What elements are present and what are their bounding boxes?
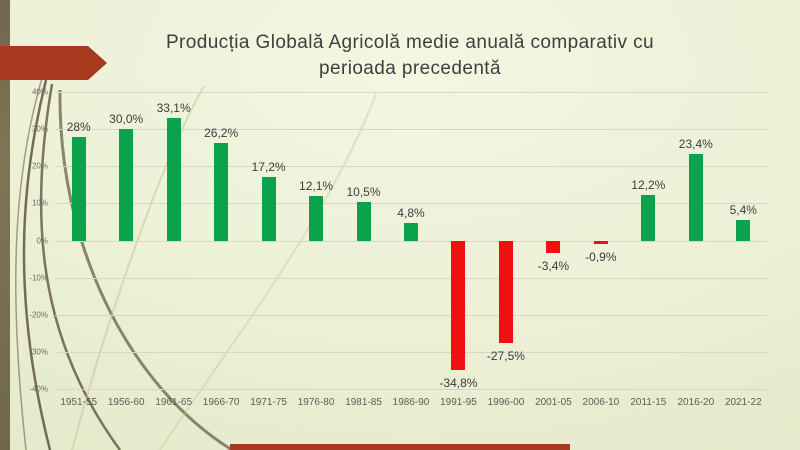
y-axis-tick-label: 0% xyxy=(36,236,48,245)
bar-value-label: 4,8% xyxy=(397,205,425,220)
gridline xyxy=(55,314,767,316)
gridline xyxy=(55,277,767,279)
chart-column: 5,4% xyxy=(720,92,767,389)
x-axis-tick-label: 1966-70 xyxy=(202,397,240,408)
bar-value-label: 5,4% xyxy=(729,203,757,218)
x-axis-tick-label: 2016-20 xyxy=(677,397,715,408)
chart-column: 30,0% xyxy=(102,92,149,389)
x-axis-tick-label: 1956-60 xyxy=(107,397,145,408)
chart-column: 12,2% xyxy=(625,92,672,389)
y-axis-tick-label: -20% xyxy=(29,310,48,320)
bar-value-label: -3,4% xyxy=(537,259,570,274)
positive-bar xyxy=(356,201,371,241)
bar-chart-plot-area: 40% 30% 20% 10% 0% -10% -20% -30% -40% 28% 30,0% 33… xyxy=(29,88,767,394)
red-arrow-decoration xyxy=(0,46,107,80)
bar-value-label: 12,2% xyxy=(631,178,666,193)
positive-bar xyxy=(309,195,324,241)
gridline xyxy=(55,129,767,131)
positive-bar xyxy=(688,153,703,241)
y-axis-tick-label: -40% xyxy=(29,384,48,394)
chart-column: -0,9% xyxy=(577,92,624,389)
bar-value-label: -34,8% xyxy=(439,375,478,390)
gridline xyxy=(55,203,767,205)
bar-value-label: 30,0% xyxy=(109,112,144,127)
bar-value-label: 12,1% xyxy=(299,178,334,193)
positive-bar xyxy=(214,143,229,241)
x-axis-tick-label: 1951-55 xyxy=(60,397,98,408)
positive-bar xyxy=(71,136,86,241)
positive-bar xyxy=(641,195,656,241)
bar-value-label: 17,2% xyxy=(251,159,286,174)
gridline xyxy=(55,389,767,390)
chart-column: 23,4% xyxy=(672,92,719,389)
chart-column: 26,2% xyxy=(197,92,244,389)
bar-value-label: -0,9% xyxy=(585,249,617,264)
x-axis-tick-label: 1961-65 xyxy=(155,397,193,408)
chart-column: -34,8% xyxy=(435,92,482,390)
x-axis-tick-label: 1971-75 xyxy=(250,397,287,408)
chart-column: 17,2% xyxy=(245,92,292,389)
x-axis-tick-label: 2011-15 xyxy=(630,397,667,408)
gridline xyxy=(55,166,767,168)
x-axis-tick-label: 1996-00 xyxy=(487,397,525,408)
chart-column: 28% xyxy=(55,92,102,389)
x-axis-tick-label: 1991-95 xyxy=(440,397,477,408)
positive-bar xyxy=(403,222,418,241)
y-axis-tick-label: 30% xyxy=(31,124,48,134)
chart-column: 12,1% xyxy=(292,92,339,389)
x-axis-tick-label: 2001-05 xyxy=(535,397,572,408)
chart-column: 33,1% xyxy=(150,92,197,389)
positive-bar xyxy=(736,220,751,241)
bar-value-label: 10,5% xyxy=(346,184,381,199)
x-axis-tick-label: 2021-22 xyxy=(724,397,762,408)
slide-title: Producția Globală Agricolă medie anuală … xyxy=(100,30,720,82)
bottom-accent-bar xyxy=(230,444,570,450)
positive-bar xyxy=(166,117,181,241)
bar-value-label: -27,5% xyxy=(486,348,525,363)
slide-title-line1: Producția Globală Agricolă medie anuală … xyxy=(165,32,655,53)
negative-bar xyxy=(546,240,561,254)
y-axis-tick-label: 40% xyxy=(31,87,48,97)
positive-bar xyxy=(119,129,134,241)
x-axis-tick-label: 1986-90 xyxy=(392,397,430,408)
bar-value-label: 28% xyxy=(66,119,91,134)
chart-column: 4,8% xyxy=(387,92,434,389)
gridline xyxy=(55,351,767,353)
gridline xyxy=(55,240,767,242)
bar-value-label: 26,2% xyxy=(204,126,239,141)
positive-bar xyxy=(261,176,276,241)
chart-column: -3,4% xyxy=(530,92,577,389)
left-edge-strip xyxy=(0,0,10,450)
x-axis-tick-label: 1981-85 xyxy=(345,397,382,408)
negative-bar xyxy=(498,240,513,343)
slide-title-line2: perioada precedentă xyxy=(319,58,501,79)
bar-value-label: 33,1% xyxy=(156,100,191,115)
chart-column: -27,5% xyxy=(482,92,529,389)
y-axis-tick-label: -10% xyxy=(29,273,48,283)
chart-column: 10,5% xyxy=(340,92,387,389)
x-axis-tick-label: 1976-80 xyxy=(297,397,335,408)
negative-bar xyxy=(593,240,608,244)
x-axis-labels: 1951-55 1956-60 1961-65 1966-70 1971-75 1976-… xyxy=(55,397,767,408)
bar-value-label: 23,4% xyxy=(678,136,713,151)
negative-bar xyxy=(451,240,466,370)
y-axis-tick-label: -30% xyxy=(29,347,48,357)
x-axis-tick-label: 2006-10 xyxy=(582,397,620,408)
gridline xyxy=(55,92,767,93)
y-axis-tick-label: 10% xyxy=(31,198,48,208)
y-axis-tick-label: 20% xyxy=(31,161,48,171)
